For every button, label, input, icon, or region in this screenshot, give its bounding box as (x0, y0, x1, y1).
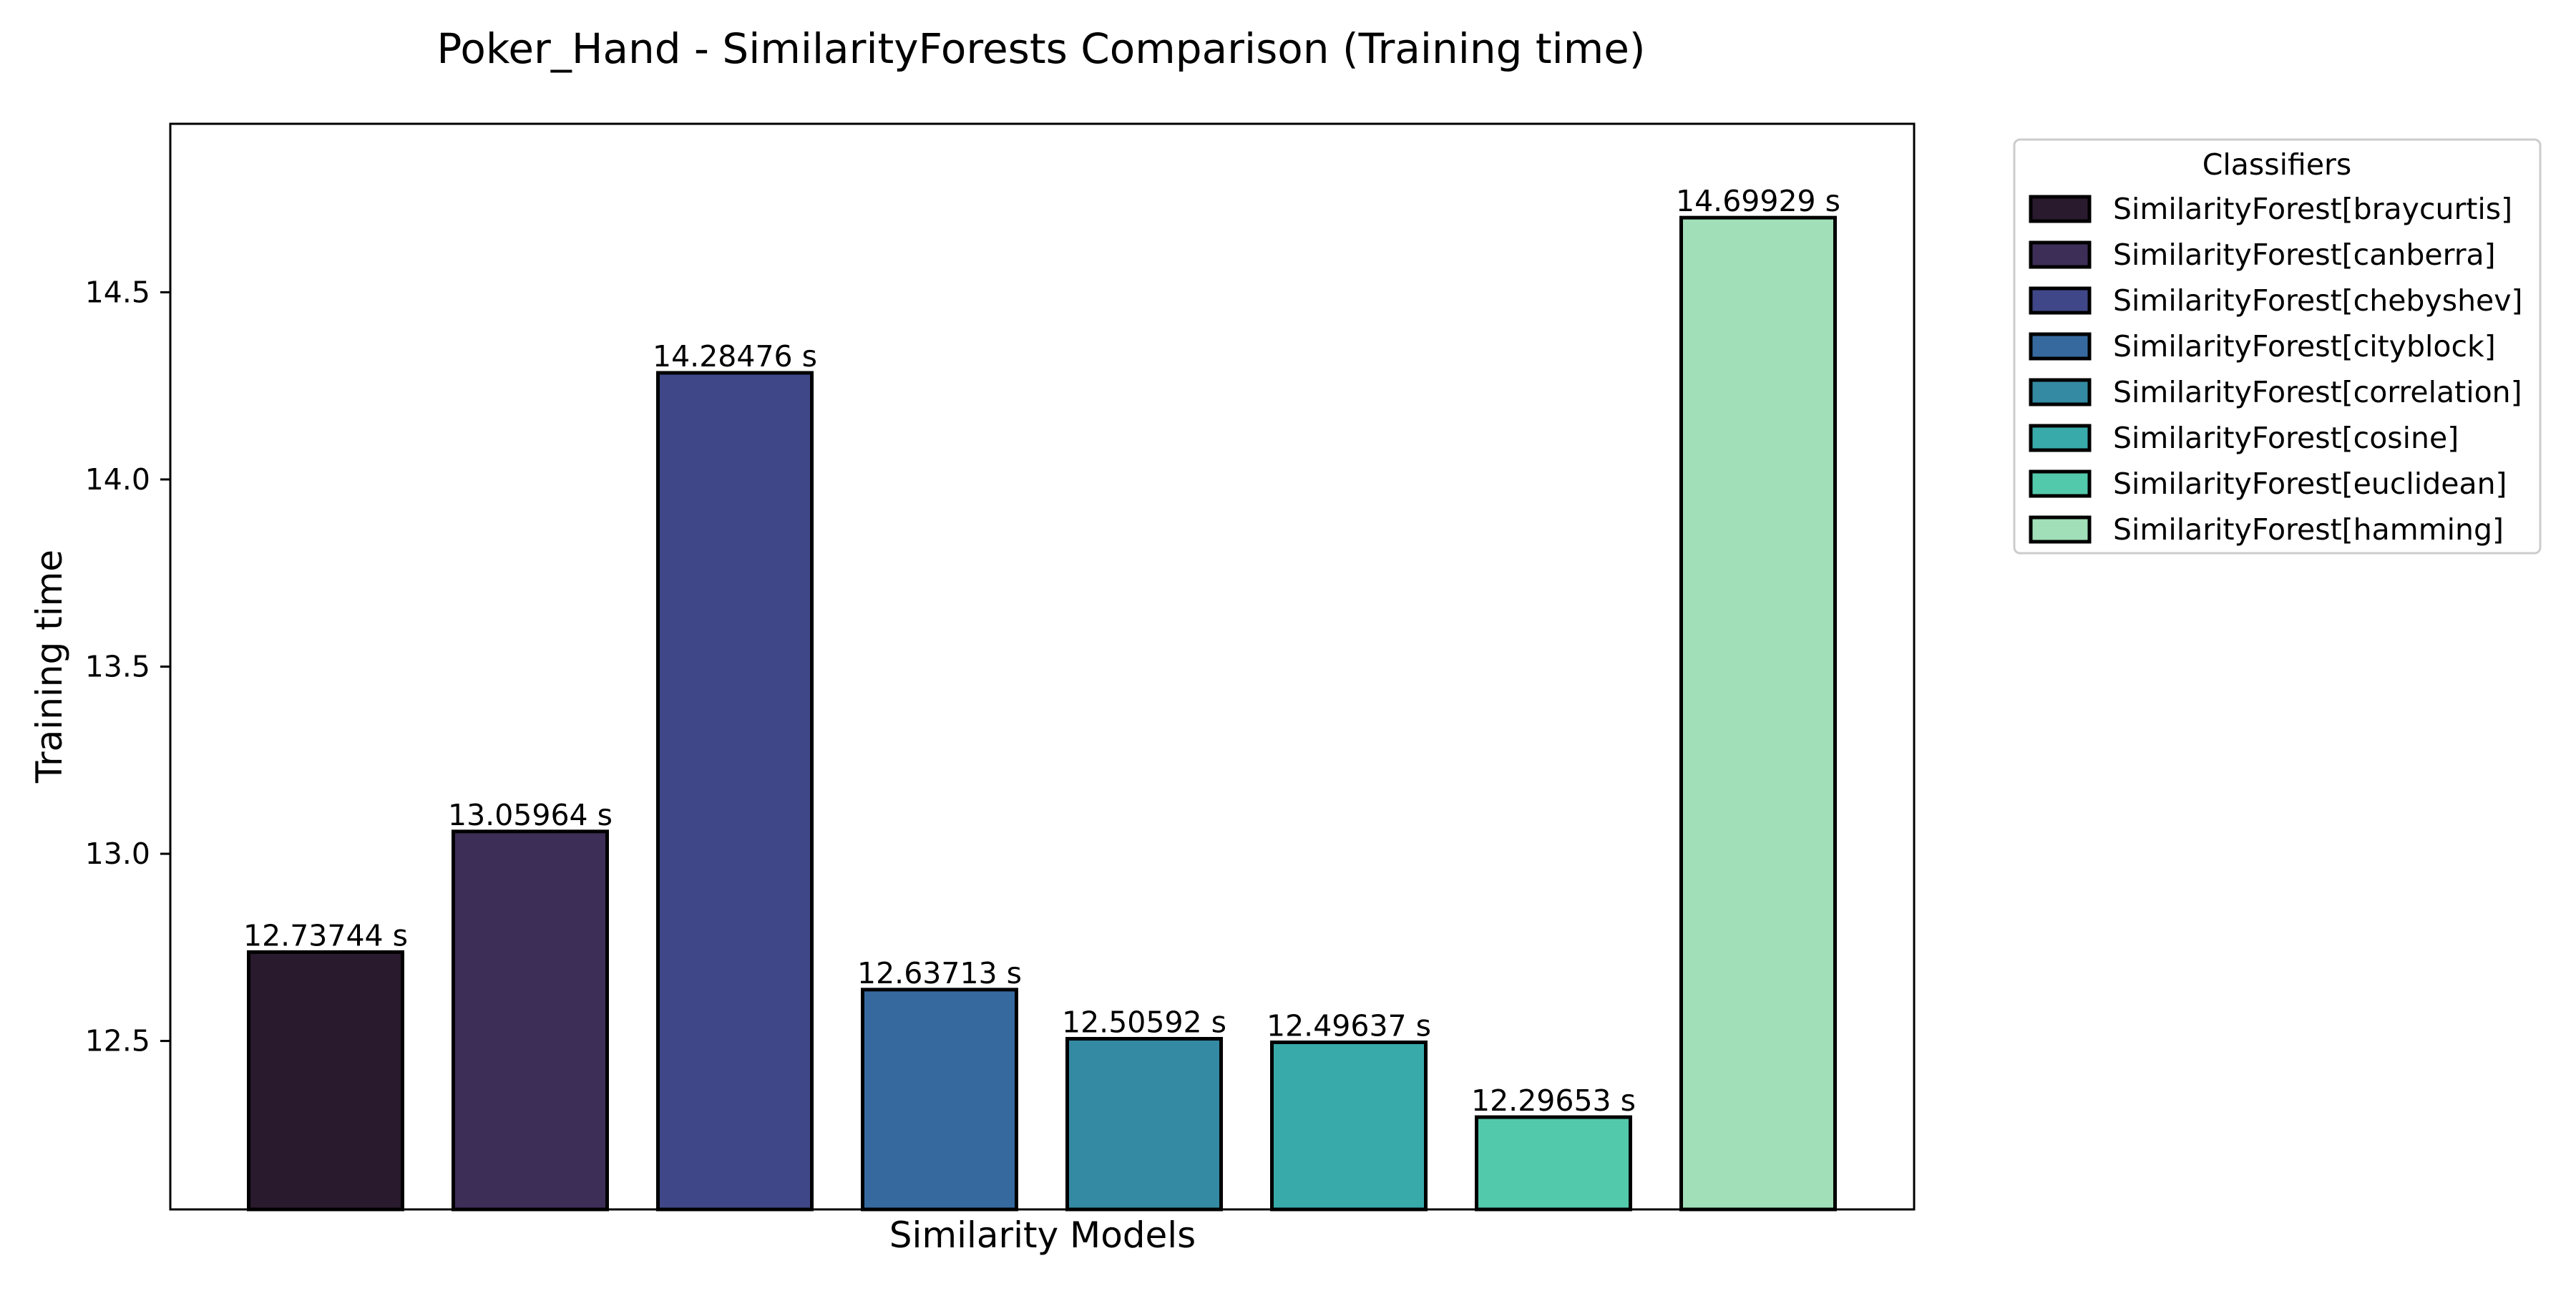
bar-7 (1679, 215, 1837, 1212)
bar-6 (1475, 1115, 1632, 1212)
y-tick-label-2: 13.5 (85, 650, 150, 684)
bar-value-label-1: 13.05964 s (448, 798, 613, 832)
y-axis-label: Training time (29, 550, 70, 784)
legend-swatch-1 (2029, 240, 2092, 269)
legend-entry-1: SimilarityForest[canberra] (2113, 238, 2496, 272)
bar-3 (861, 988, 1018, 1212)
legend-swatch-3 (2029, 332, 2092, 361)
bar-2 (656, 371, 814, 1212)
legend: Classifiers SimilarityForest[braycurtis]… (2013, 138, 2542, 555)
legend-swatch-4 (2029, 378, 2092, 406)
bar-value-label-0: 12.73744 s (243, 918, 408, 953)
y-tick-label-3: 14.0 (85, 462, 150, 497)
legend-swatch-7 (2029, 515, 2092, 544)
y-tick-label-0: 12.5 (85, 1024, 150, 1058)
chart-title: Poker_Hand - SimilarityForests Compariso… (436, 24, 1645, 73)
legend-swatch-5 (2029, 424, 2092, 452)
bar-value-label-5: 12.49637 s (1267, 1009, 1431, 1043)
bar-value-label-7: 14.69929 s (1676, 184, 1840, 218)
bar-labels-layer: 12.73744 s 13.05964 s 14.28476 s 12.63713 s… (243, 184, 1840, 1118)
bar-5 (1270, 1041, 1428, 1212)
legend-entry-3: SimilarityForest[cityblock] (2113, 329, 2496, 364)
y-tick-label-1: 13.0 (85, 837, 150, 871)
legend-entry-2: SimilarityForest[chebyshev] (2113, 283, 2523, 318)
legend-items: SimilarityForest[braycurtis] SimilarityFo… (2029, 192, 2523, 547)
legend-swatch-6 (2029, 469, 2092, 498)
legend-swatch-2 (2029, 286, 2092, 315)
legend-entry-6: SimilarityForest[euclidean] (2113, 467, 2507, 501)
legend-entry-0: SimilarityForest[braycurtis] (2113, 192, 2512, 226)
x-axis-label: Similarity Models (889, 1214, 1196, 1256)
y-axis: 12.5 13.0 13.5 14.0 14.5 (85, 275, 170, 1058)
bar-value-label-4: 12.50592 s (1062, 1005, 1226, 1040)
legend-swatch-0 (2029, 195, 2092, 223)
legend-title: Classifiers (2202, 147, 2352, 182)
bar-4 (1065, 1037, 1223, 1212)
legend-box (2013, 138, 2542, 555)
bars-layer (247, 215, 1837, 1212)
bar-0 (247, 950, 404, 1212)
legend-entry-5: SimilarityForest[cosine] (2113, 421, 2459, 455)
y-tick-label-4: 14.5 (85, 275, 150, 309)
bar-value-label-3: 12.63713 s (857, 956, 1022, 990)
legend-entry-7: SimilarityForest[hamming] (2113, 512, 2504, 547)
bar-value-label-2: 14.28476 s (653, 339, 817, 374)
bar-1 (452, 829, 609, 1212)
legend-entry-4: SimilarityForest[correlation] (2113, 375, 2522, 409)
plot-frame (169, 122, 1916, 1211)
bar-value-label-6: 12.29653 s (1471, 1083, 1636, 1118)
